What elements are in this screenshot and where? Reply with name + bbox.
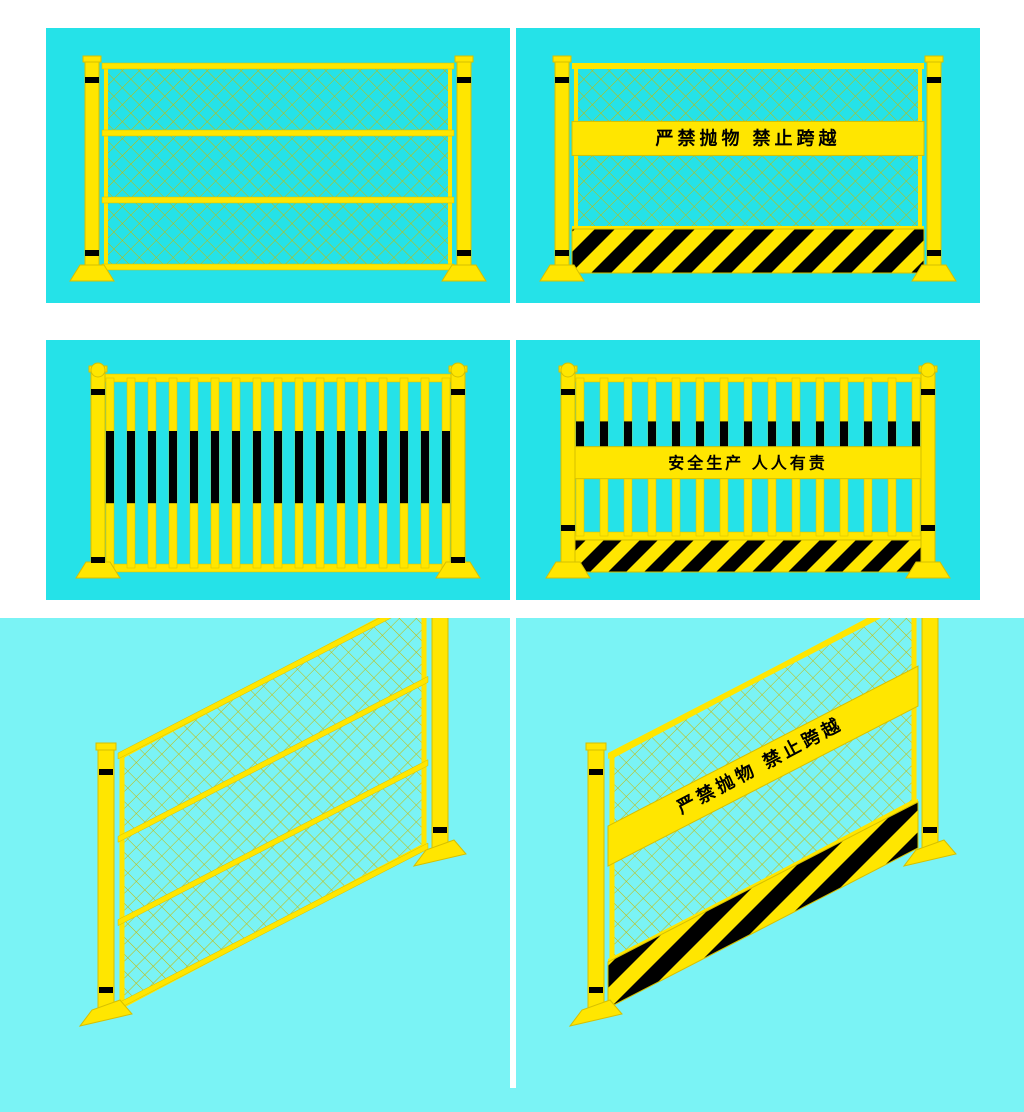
banner-text: 严禁抛物 禁止跨越: [655, 127, 840, 148]
panel-r3-0: [26, 618, 510, 1088]
row3-top-gap: [0, 610, 1024, 618]
row-3: 严禁抛物 禁止跨越: [26, 618, 1024, 1088]
panel-r1-0: [46, 28, 510, 303]
page: 严禁抛物 禁止跨越安全生产 人人有责严禁抛物 禁止跨越: [0, 0, 1024, 1112]
panel-r3-1: 严禁抛物 禁止跨越: [516, 618, 1000, 1088]
fence-svg-r1-0: [46, 28, 510, 303]
fence-svg-r2-1: 安全生产 人人有责: [516, 340, 980, 600]
row-1: 严禁抛物 禁止跨越: [46, 28, 1024, 303]
fence-svg-r1-1: 严禁抛物 禁止跨越: [516, 28, 980, 303]
panel-r2-0: [46, 340, 510, 600]
fence-svg-r3-1: 严禁抛物 禁止跨越: [516, 618, 1000, 1088]
panel-r2-1: 安全生产 人人有责: [516, 340, 980, 600]
panel-r1-1: 严禁抛物 禁止跨越: [516, 28, 980, 303]
row-2: 安全生产 人人有责: [46, 340, 1024, 600]
row3-divider: [510, 618, 516, 1088]
fence-svg-r3-0: [26, 618, 510, 1088]
banner-text: 安全生产 人人有责: [668, 454, 827, 473]
fence-svg-r2-0: [46, 340, 510, 600]
